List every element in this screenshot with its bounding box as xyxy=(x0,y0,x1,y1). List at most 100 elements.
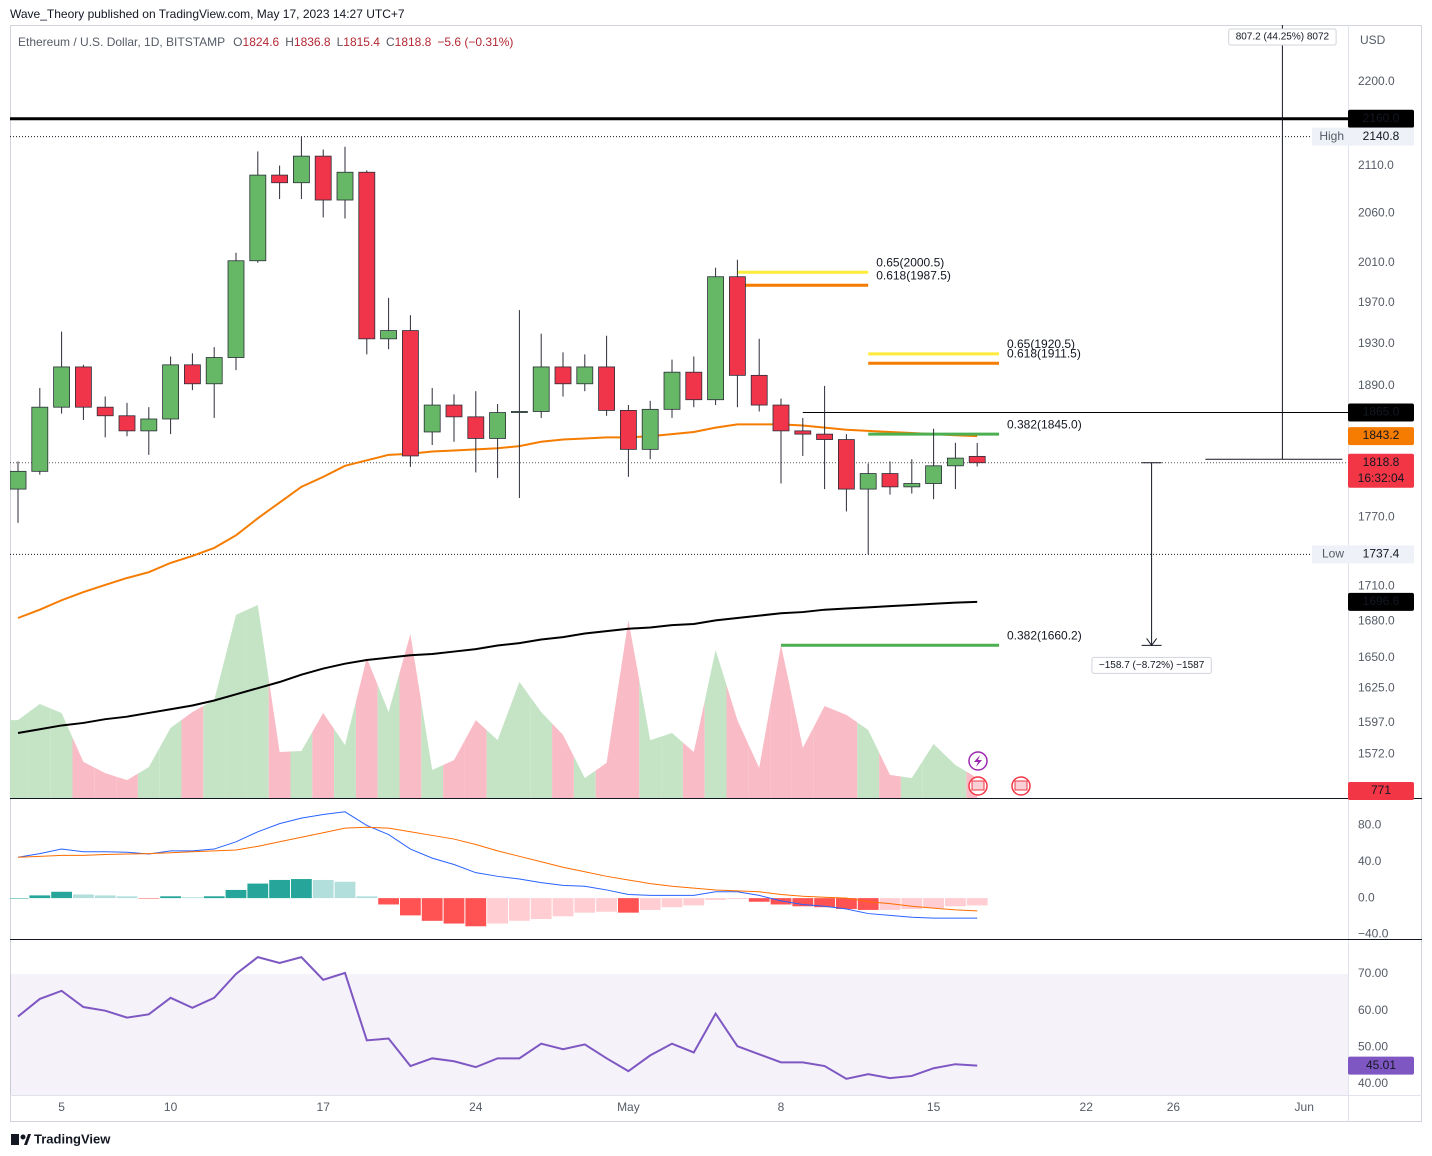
candle-body xyxy=(641,408,659,450)
volume-area xyxy=(290,732,313,798)
macd-histogram-bar xyxy=(247,883,269,899)
candle-body xyxy=(598,366,615,411)
volume-area xyxy=(770,645,792,798)
candle-body xyxy=(445,404,463,418)
y-tick-label: 1680.0 xyxy=(1358,614,1395,628)
macd-histogram-bar xyxy=(378,898,399,905)
candle-body xyxy=(271,174,289,184)
candle-body xyxy=(620,410,637,450)
macd-histogram-bar xyxy=(116,896,138,899)
x-tick-label: 15 xyxy=(927,1100,941,1114)
volume-area xyxy=(268,678,291,798)
macd-tick-label: 0.0 xyxy=(1358,890,1375,904)
candle-body xyxy=(772,404,790,432)
logo-part xyxy=(20,1134,26,1140)
macd-histogram-bar xyxy=(509,898,530,921)
overlay-tag: 1696.6 xyxy=(1363,594,1400,608)
candle-body xyxy=(925,465,942,484)
volume-area xyxy=(464,720,487,798)
candle-body xyxy=(729,276,746,376)
rsi-band xyxy=(10,974,1348,1095)
macd-histogram-bar xyxy=(421,898,443,921)
candle-body xyxy=(31,406,49,472)
legend-key: O xyxy=(233,35,242,49)
volume-area xyxy=(10,712,29,798)
macd-histogram-bar xyxy=(836,898,857,910)
macd-histogram-bar xyxy=(748,898,770,902)
legend-change: −5.6 (−0.31%) xyxy=(437,35,513,49)
volume-area xyxy=(595,691,618,798)
fib-label: 0.65(2000.5) xyxy=(876,255,944,269)
candle-body xyxy=(489,412,507,439)
measure-label: 807.2 (44.25%) 8072 xyxy=(1236,32,1330,43)
candle-body xyxy=(53,366,70,408)
macd-histogram-bar xyxy=(552,898,574,917)
y-tick-label: 1572.0 xyxy=(1358,747,1395,761)
extreme-tag-bg xyxy=(1312,127,1414,146)
candle-body xyxy=(510,411,528,413)
logo-part xyxy=(11,1134,19,1145)
macd-histogram-bar xyxy=(225,889,247,899)
legend: Ethereum / U.S. Dollar, 1D, BITSTAMP O182… xyxy=(18,35,513,49)
y-tick-label: 1890.0 xyxy=(1358,378,1395,392)
frame xyxy=(10,25,1422,1122)
volume-area xyxy=(421,702,444,798)
macd-histogram-bar xyxy=(356,896,378,899)
volume-area xyxy=(791,696,814,798)
moving-average xyxy=(17,600,978,734)
candle-body xyxy=(336,171,354,201)
macd-histogram-bar xyxy=(291,879,312,899)
price-pane xyxy=(10,25,1348,798)
volume-area xyxy=(159,719,182,798)
volume-area xyxy=(377,673,400,798)
volume-area xyxy=(399,634,422,798)
rsi-tag: 45.01 xyxy=(1366,1058,1396,1072)
candle-body xyxy=(423,404,441,433)
extreme-value: 1737.4 xyxy=(1363,547,1400,561)
macd-histogram-bar xyxy=(73,894,94,899)
volume-area xyxy=(246,605,269,798)
currency: USD xyxy=(1360,33,1386,47)
extreme-name: High xyxy=(1319,129,1344,143)
macd-histogram-bar xyxy=(29,895,51,899)
volume-area xyxy=(355,657,378,798)
y-tick-label: 1930.0 xyxy=(1358,336,1395,350)
macd-histogram-bar xyxy=(400,898,421,916)
candle-body xyxy=(881,473,899,488)
measure-label-bg xyxy=(1228,28,1337,46)
legend-value: 1818.8 xyxy=(395,35,432,49)
x-tick-label: 17 xyxy=(317,1100,331,1114)
x-tick-label: 5 xyxy=(58,1100,65,1114)
candle-body xyxy=(358,171,376,340)
legend-value: 1836.8 xyxy=(294,35,331,49)
volume-area xyxy=(944,754,967,798)
legend-title: Ethereum / U.S. Dollar, 1D, BITSTAMP xyxy=(18,35,225,49)
macd-histogram-bar xyxy=(814,898,835,908)
volume-area xyxy=(552,723,574,798)
volume-area xyxy=(639,680,662,798)
y-tick-label: 1970.0 xyxy=(1358,295,1395,309)
level-tag-bg xyxy=(1348,403,1414,422)
y-tick-label: 1710.0 xyxy=(1358,578,1395,592)
macd-histogram-bar xyxy=(138,898,160,899)
extreme-name: Low xyxy=(1322,547,1344,561)
candle-body xyxy=(794,430,812,435)
y-tick-label: 1597.0 xyxy=(1358,715,1395,729)
volume-area xyxy=(225,609,247,798)
candle-body xyxy=(96,406,114,417)
level-tag-bg xyxy=(1348,109,1414,128)
candle-body xyxy=(227,260,245,358)
header: Wave_Theory published on TradingView.com… xyxy=(10,7,405,21)
volume-area xyxy=(617,620,640,798)
macd-histogram-bar xyxy=(530,898,552,920)
macd-tick-label: 40.0 xyxy=(1358,854,1382,868)
measure-label-bg xyxy=(1091,656,1212,674)
macd-histogram-bar xyxy=(203,896,225,899)
rsi-tick-label: 50.00 xyxy=(1358,1040,1388,1054)
candle-body xyxy=(10,470,27,490)
macd-histogram-bar xyxy=(465,898,487,927)
volume-area xyxy=(508,681,531,798)
